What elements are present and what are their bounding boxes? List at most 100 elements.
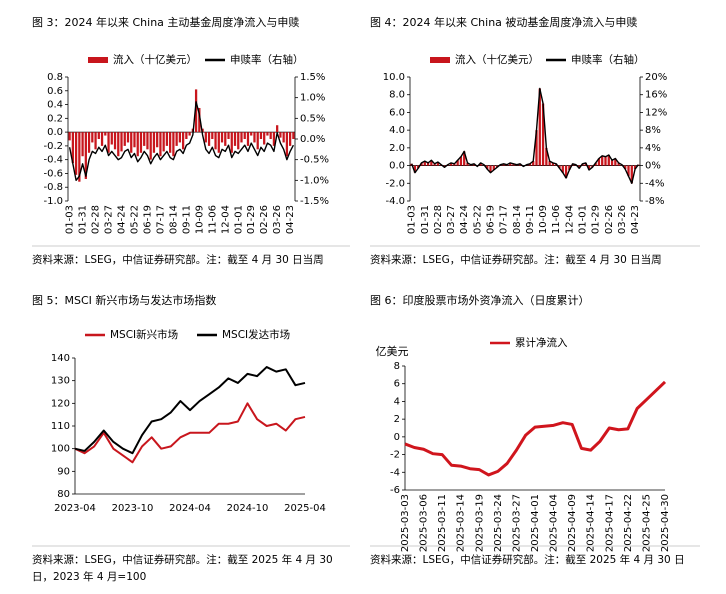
- bar: [130, 132, 133, 153]
- bar: [512, 163, 515, 166]
- bar: [194, 89, 198, 133]
- bar: [420, 162, 423, 166]
- line: [74, 366, 306, 455]
- bar: [240, 132, 243, 143]
- bar: [279, 132, 282, 138]
- x-tick-label: 03-27: [104, 205, 115, 234]
- y-tick-label: -4: [390, 467, 400, 478]
- chart-note: 资料来源：LSEG，中信证券研究部。注：截至 4 月 30 日当周: [32, 254, 324, 266]
- y2-tick-label: -1.0%: [300, 175, 329, 186]
- x-tick-label: 01-01: [233, 205, 244, 234]
- x-tick-label: 09-11: [181, 205, 192, 234]
- y-tick-label: 2: [394, 414, 400, 425]
- legend-swatch: [88, 57, 108, 63]
- y2-tick-label: 0.0%: [300, 134, 325, 145]
- bar: [133, 132, 136, 148]
- bar: [165, 132, 169, 146]
- y-tick-label: 100: [51, 444, 70, 455]
- bar: [463, 151, 466, 166]
- y-tick-label: 0.6: [47, 86, 63, 97]
- y-tick-label: 140: [51, 353, 70, 364]
- y-tick-label: -0.6: [43, 168, 63, 179]
- bar: [610, 160, 614, 166]
- bar: [136, 132, 139, 157]
- x-tick-label: 01-03: [407, 205, 418, 234]
- bar: [175, 132, 178, 146]
- legend-label: 申赎率（右轴）: [230, 53, 304, 66]
- bar: [227, 132, 230, 139]
- legend-label: MSCI发达市场: [222, 328, 290, 341]
- y2-tick-label: 1.5%: [300, 72, 325, 83]
- bar: [633, 165, 637, 170]
- bar: [185, 132, 188, 139]
- chart-note: 资料来源：LSEG，中信证券研究部。注：截至 4 月 30 日当周: [370, 254, 662, 266]
- bar: [282, 132, 285, 143]
- bar: [198, 108, 201, 133]
- line: [74, 402, 306, 464]
- bar: [256, 132, 259, 150]
- y-tick-label: -4.0: [385, 196, 405, 207]
- y2-tick-label: -1.5%: [300, 196, 329, 207]
- bar: [509, 162, 512, 166]
- bar: [453, 163, 456, 166]
- x-tick-label: 2023-10: [112, 503, 154, 514]
- bar: [561, 165, 564, 173]
- bar: [545, 147, 548, 166]
- bar: [607, 154, 610, 166]
- bar: [259, 132, 263, 139]
- x-tick-label: 03-26: [617, 205, 628, 234]
- x-tick-label: 01-01: [578, 205, 589, 234]
- x-tick-label: 06-19: [142, 205, 153, 234]
- y-tick-label: 120: [51, 398, 70, 409]
- bar: [181, 132, 185, 150]
- x-tick-label: 02-28: [91, 205, 102, 234]
- bar: [220, 132, 224, 143]
- y-tick-label: 6.0: [389, 107, 405, 118]
- legend-label: 申赎率（右轴）: [571, 53, 645, 66]
- x-tick-label: 2023-04: [54, 503, 96, 514]
- chart-note: 资料来源：LSEG，中信证券研究部。注：截至 2025 年 4 月 30 日，2…: [32, 554, 333, 583]
- y-tick-label: 8: [394, 361, 400, 372]
- bar: [211, 132, 214, 139]
- chart-note: 资料来源：LSEG，中信证券研究部。注：截至 2025 年 4 月 30 日: [370, 554, 685, 566]
- y-tick-label: 80: [57, 489, 70, 500]
- x-tick-label: 07-17: [499, 205, 510, 234]
- legend-label: 流入（十亿美元）: [455, 53, 539, 66]
- bar: [456, 160, 459, 166]
- x-tick-label: 2025-04-25: [641, 494, 652, 552]
- chart-title: 图 5：MSCI 新兴市场与发达市场指数: [32, 294, 217, 307]
- x-tick-label: 2025-04-14: [586, 494, 597, 552]
- y2-tick-label: 20%: [645, 72, 667, 83]
- bar: [436, 162, 440, 166]
- y2-tick-label: 0%: [645, 161, 661, 172]
- x-tick-label: 2024-10: [227, 503, 269, 514]
- x-tick-label: 06-19: [486, 205, 497, 234]
- x-tick-label: 01-29: [246, 205, 257, 234]
- bar: [139, 132, 143, 153]
- x-tick-label: 02-26: [604, 205, 615, 234]
- bar: [146, 132, 149, 150]
- y-tick-label: 4.0: [389, 125, 405, 136]
- bar: [117, 132, 120, 157]
- x-tick-label: 2025-04-17: [604, 494, 615, 552]
- bar: [601, 155, 604, 166]
- y-tick-label: 10.0: [383, 72, 405, 83]
- bar: [84, 132, 87, 179]
- bar: [587, 165, 591, 170]
- y2-tick-label: -4%: [645, 178, 664, 189]
- x-tick-label: 2025-03-24: [493, 494, 504, 552]
- y-tick-label: 110: [51, 421, 70, 432]
- bar: [230, 132, 233, 153]
- chart-title: 图 6：印度股票市场外资净流入（日度累计）: [370, 294, 590, 307]
- bar: [233, 132, 237, 146]
- x-tick-label: 2025-04-04: [549, 494, 560, 552]
- bar: [100, 132, 104, 146]
- y-tick-label: 6: [394, 379, 400, 390]
- y-tick-label: 90: [57, 466, 70, 477]
- bar: [126, 132, 130, 143]
- bar: [162, 132, 165, 152]
- bar: [548, 161, 551, 166]
- bar: [250, 132, 253, 136]
- x-tick-label: 2025-04-01: [530, 494, 541, 552]
